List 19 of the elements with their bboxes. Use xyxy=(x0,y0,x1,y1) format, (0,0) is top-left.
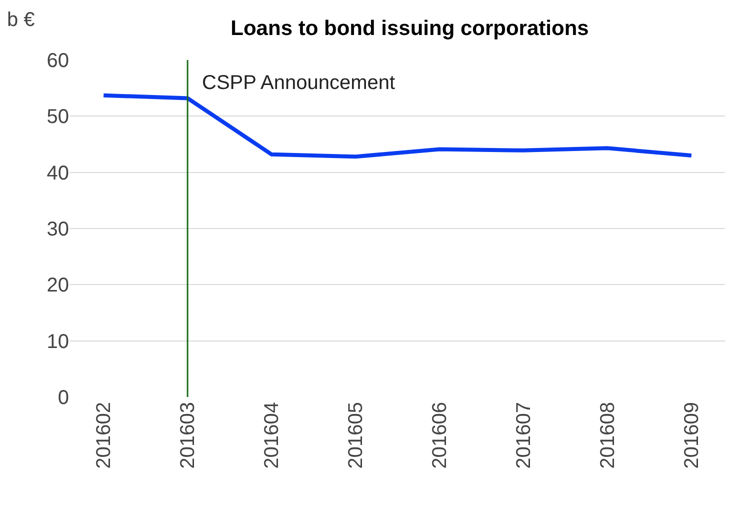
y-tick-label: 0 xyxy=(58,387,69,409)
x-tick-label: 201604 xyxy=(261,402,284,469)
ref-line-label: CSPP Announcement xyxy=(202,72,396,94)
line-series xyxy=(102,93,694,159)
y-tick-label: 10 xyxy=(46,330,69,353)
x-tick-label: 201609 xyxy=(680,402,703,469)
x-tick-label: 201607 xyxy=(512,402,535,469)
x-tick-label: 201605 xyxy=(345,402,368,469)
y-tick-label: 20 xyxy=(46,274,69,297)
x-tick-label: 201602 xyxy=(93,402,116,469)
chart-title: Loans to bond issuing corporations xyxy=(230,16,589,40)
y-axis-title: b € xyxy=(7,9,35,31)
x-tick-label: 201603 xyxy=(177,402,200,469)
y-tick-label: 60 xyxy=(46,50,69,72)
x-tick-label: 201606 xyxy=(428,402,451,469)
y-tick-label: 50 xyxy=(46,106,69,128)
x-tick-label: 201608 xyxy=(596,402,619,469)
y-tick-label: 40 xyxy=(46,162,69,184)
y-tick-label: 30 xyxy=(46,218,69,240)
